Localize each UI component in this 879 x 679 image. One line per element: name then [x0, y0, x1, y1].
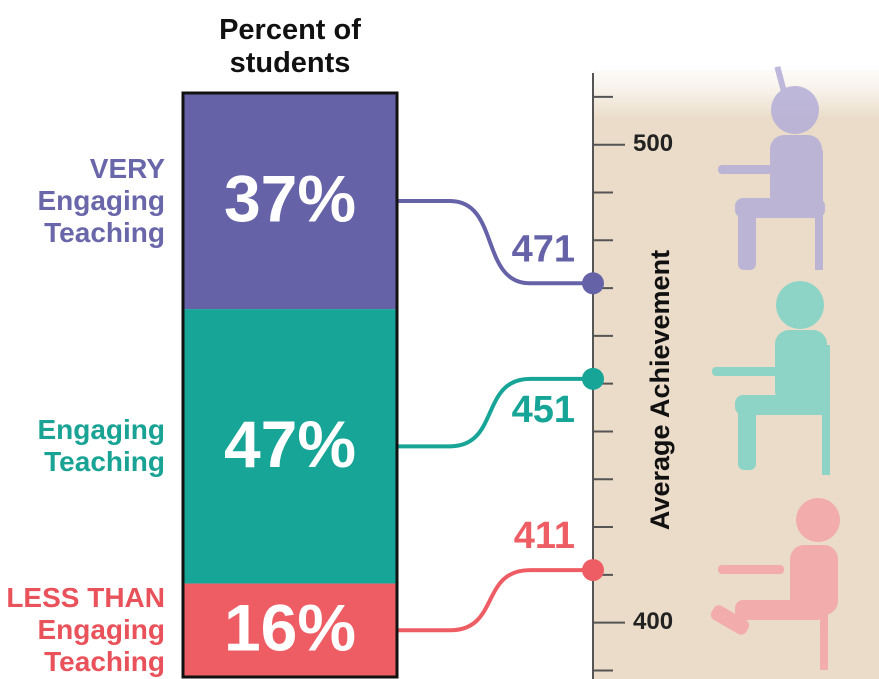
infographic: Average Achievement 400 500 37% 471 47% 451 16… — [0, 0, 879, 679]
chart: Average Achievement 400 500 37% 471 47% 451 16… — [0, 0, 879, 679]
chart-title: Percent of students — [195, 14, 385, 80]
percent-label: 16% — [224, 591, 356, 665]
y-tick-label: 400 — [633, 608, 673, 635]
achievement-point — [582, 272, 604, 294]
y-tick-label: 500 — [633, 130, 673, 157]
percent-label: 47% — [224, 407, 356, 481]
connector — [397, 570, 593, 630]
category-label: LESS THAN Engaging Teaching — [5, 582, 165, 678]
percent-label: 37% — [224, 161, 356, 235]
achievement-label: 471 — [512, 228, 575, 270]
y-axis-label: Average Achievement — [645, 250, 675, 530]
achievement-label: 451 — [512, 389, 575, 431]
achievement-label: 411 — [514, 515, 575, 557]
category-label: VERY Engaging Teaching — [5, 153, 165, 249]
category-label: Engaging Teaching — [5, 414, 165, 478]
achievement-point — [582, 368, 604, 390]
achievement-point — [582, 559, 604, 581]
